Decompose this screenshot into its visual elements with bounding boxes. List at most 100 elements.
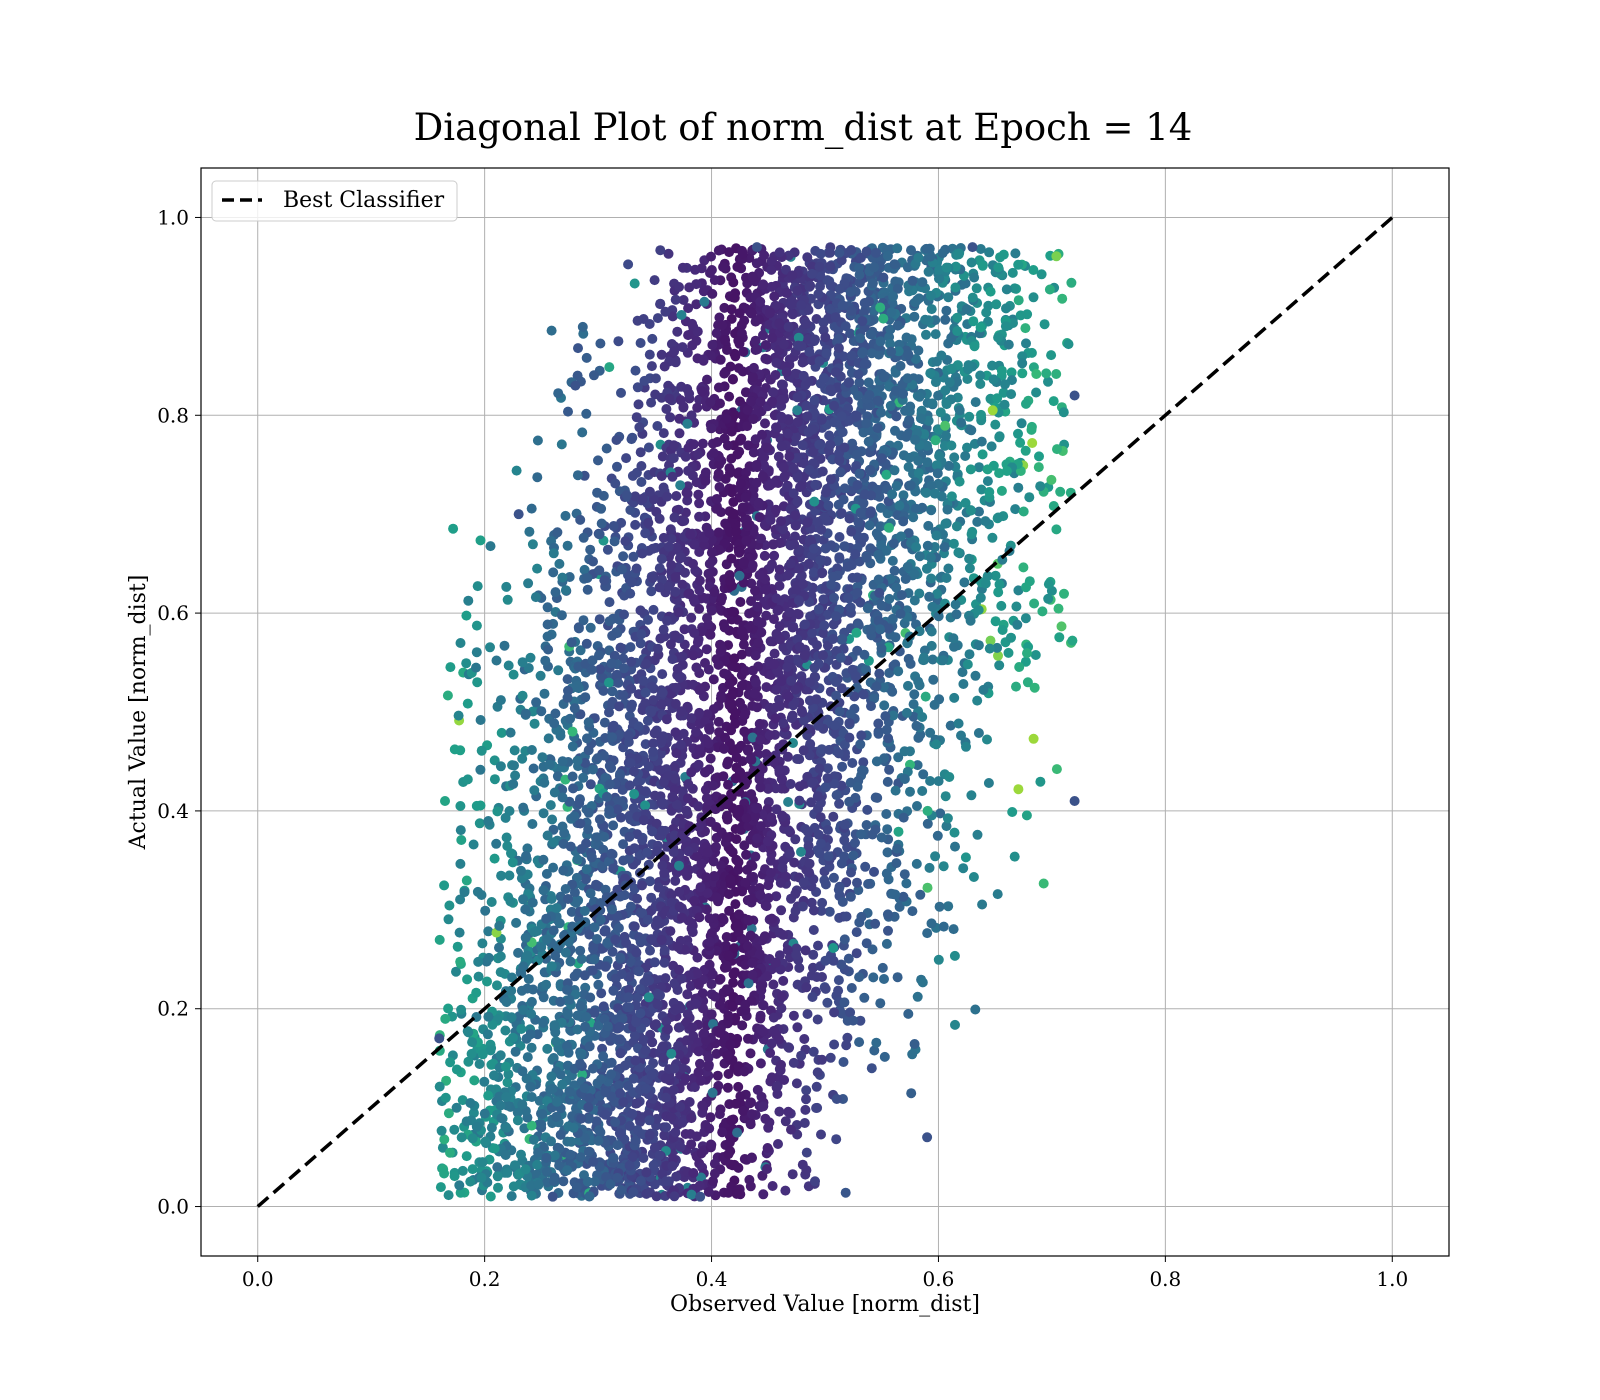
scatter-point [752,702,763,713]
scatter-point [621,453,632,464]
scatter-point [778,975,789,986]
scatter-point [650,373,661,384]
scatter-point [475,764,486,775]
scatter-point [501,581,512,592]
scatter-point [629,789,640,799]
scatter-point [879,1051,890,1062]
scatter-point [819,875,830,886]
scatter-point [691,662,702,673]
scatter-point [969,341,980,352]
scatter-point [688,439,699,450]
scatter-point [802,252,813,263]
scatter-point [700,476,711,486]
scatter-point [675,395,686,406]
scatter-point [675,1141,686,1152]
scatter-point [604,707,614,718]
scatter-point [1035,776,1046,787]
scatter-point [782,482,793,492]
scatter-point [576,954,587,964]
scatter-point [858,757,869,768]
scatter-point [1011,681,1021,692]
scatter-point [632,315,643,326]
scatter-point [927,654,938,665]
scatter-point [594,565,605,576]
scatter-point [1013,482,1024,493]
scatter-point [954,405,965,416]
scatter-point [862,603,873,614]
scatter-point [472,581,483,592]
scatter-point [846,245,857,255]
scatter-point [689,596,700,607]
scatter-point [562,692,573,703]
scatter-point [825,1052,836,1063]
scatter-point [463,1056,474,1067]
scatter-point [809,496,820,507]
scatter-point [875,336,886,347]
scatter-point [463,595,474,606]
scatter-point [593,455,603,466]
scatter-point [634,422,645,433]
scatter-point [1055,486,1066,497]
scatter-point [768,979,779,990]
scatter-point [875,998,886,1009]
scatter-point [604,362,615,373]
scatter-point [834,798,845,809]
scatter-point [654,513,665,524]
scatter-point [569,887,580,898]
scatter-point [541,913,552,924]
scatter-point [992,889,1003,900]
scatter-point [602,544,613,555]
scatter-point [855,1015,866,1026]
scatter-point [922,440,933,451]
scatter-point [654,582,665,593]
scatter-point [491,655,502,666]
scatter-point [691,335,702,346]
scatter-point [865,543,876,554]
scatter-point [816,1129,826,1140]
scatter-point [981,307,992,318]
scatter-point [973,728,984,738]
scatter-point [892,972,903,983]
scatter-point [522,983,533,994]
scatter-point [714,459,725,470]
scatter-point [648,604,659,615]
scatter-point [434,934,445,945]
scatter-point [764,730,775,741]
scatter-point [812,1102,823,1113]
scatter-point [841,911,852,922]
scatter-point [751,477,762,488]
scatter-point [771,422,781,433]
scatter-point [925,727,936,738]
scatter-point [618,690,629,701]
scatter-point [617,784,628,795]
scatter-point [615,891,626,902]
scatter-point [435,1182,446,1193]
scatter-point [721,832,732,843]
scatter-point [560,510,571,521]
scatter-point [825,384,836,395]
scatter-point [822,773,833,783]
scatter-point [489,774,500,785]
scatter-point [449,744,460,755]
scatter-point [1043,593,1054,604]
scatter-point [760,340,771,350]
scatter-point [462,774,473,785]
scatter-point [609,650,620,661]
scatter-point [822,997,833,1008]
scatter-point [1006,367,1017,378]
scatter-point [529,785,540,796]
scatter-point [740,877,750,888]
scatter-point [806,897,817,908]
scatter-point [522,950,533,961]
scatter-point [619,609,629,620]
scatter-point [1041,368,1052,379]
scatter-point [765,867,776,878]
scatter-point [581,408,592,419]
scatter-point [910,297,921,308]
scatter-point [1022,677,1033,688]
scatter-point [664,393,675,404]
scatter-point [474,1059,485,1069]
scatter-point [801,1147,812,1158]
scatter-point [703,568,714,579]
scatter-point [479,1076,490,1087]
